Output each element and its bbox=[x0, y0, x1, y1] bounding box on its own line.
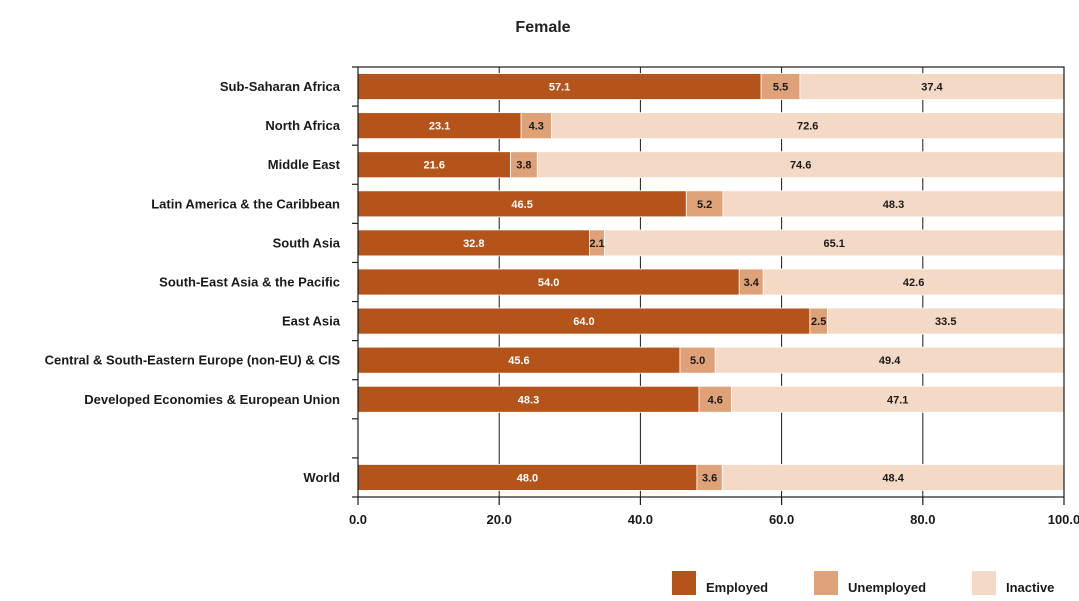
data-label: 5.5 bbox=[773, 82, 788, 94]
bar-employed bbox=[357, 73, 762, 100]
category-labels: Sub-Saharan Africa North Africa Middle Eas… bbox=[45, 79, 341, 485]
category-label: South Asia bbox=[273, 235, 341, 250]
x-tick-label: 0.0 bbox=[349, 512, 367, 527]
bar-unemployed bbox=[760, 73, 801, 100]
data-label: 65.1 bbox=[823, 238, 844, 250]
bar-inactive bbox=[731, 385, 1065, 413]
data-label: 48.3 bbox=[518, 394, 539, 406]
data-label: 23.1 bbox=[429, 121, 450, 133]
bar-unemployed bbox=[738, 268, 764, 296]
category-label: World bbox=[303, 470, 340, 485]
data-label: 46.5 bbox=[511, 199, 532, 211]
category-label: North Africa bbox=[265, 118, 340, 133]
x-tick-label: 20.0 bbox=[487, 512, 512, 527]
category-label: Sub-Saharan Africa bbox=[220, 79, 341, 94]
category-label: Latin America & the Caribbean bbox=[151, 196, 340, 211]
data-label: 48.4 bbox=[882, 472, 904, 484]
data-label: 74.6 bbox=[790, 160, 811, 172]
data-label: 64.0 bbox=[573, 316, 594, 328]
category-label: Middle East bbox=[268, 157, 341, 172]
bar-inactive bbox=[722, 190, 1065, 218]
bar-employed bbox=[357, 464, 698, 491]
legend-swatch-unemployed bbox=[814, 571, 838, 595]
data-label: 5.2 bbox=[697, 199, 712, 211]
legend-label: Employed bbox=[706, 580, 768, 595]
legend-label: Unemployed bbox=[848, 580, 926, 595]
legend-label: Inactive bbox=[1006, 580, 1054, 595]
axes: 0.0 20.0 40.0 60.0 80.0 100.0 bbox=[349, 66, 1079, 527]
bar-unemployed bbox=[679, 346, 716, 374]
bar-inactive bbox=[603, 229, 1065, 257]
data-label: 57.1 bbox=[549, 82, 570, 94]
bars bbox=[357, 73, 1065, 491]
x-tick-label: 40.0 bbox=[628, 512, 653, 527]
bar-inactive bbox=[799, 73, 1065, 100]
bar-unemployed bbox=[698, 385, 732, 413]
data-label: 49.4 bbox=[879, 355, 901, 367]
legend: Employed Unemployed Inactive bbox=[672, 571, 1054, 595]
data-label: 3.4 bbox=[744, 277, 760, 289]
data-label: 45.6 bbox=[508, 355, 529, 367]
category-label: East Asia bbox=[282, 314, 341, 329]
data-label: 4.6 bbox=[708, 394, 723, 406]
bar-employed bbox=[357, 190, 687, 218]
data-label: 33.5 bbox=[935, 316, 956, 328]
bar-inactive bbox=[721, 464, 1065, 491]
bar-employed bbox=[357, 229, 590, 257]
bar-unemployed bbox=[685, 190, 724, 218]
bar-inactive bbox=[536, 151, 1065, 179]
data-label: 3.6 bbox=[702, 472, 717, 484]
category-label: South-East Asia & the Pacific bbox=[159, 275, 340, 290]
data-label: 32.8 bbox=[463, 238, 484, 250]
data-label: 3.8 bbox=[516, 160, 531, 172]
data-label: 21.6 bbox=[424, 160, 445, 172]
x-tick-label: 100.0 bbox=[1048, 512, 1079, 527]
bar-inactive bbox=[762, 268, 1065, 296]
category-label: Developed Economies & European Union bbox=[84, 392, 340, 407]
data-label: 4.3 bbox=[529, 121, 544, 133]
data-label: 48.0 bbox=[517, 472, 538, 484]
data-label: 42.6 bbox=[903, 277, 924, 289]
data-label: 2.1 bbox=[589, 238, 604, 250]
category-label: Central & South-Eastern Europe (non-EU) … bbox=[45, 353, 341, 368]
data-label: 54.0 bbox=[538, 277, 559, 289]
bar-employed bbox=[357, 385, 700, 413]
data-label: 72.6 bbox=[797, 121, 818, 133]
legend-swatch-inactive bbox=[972, 571, 996, 595]
x-tick-label: 80.0 bbox=[910, 512, 935, 527]
data-label: 47.1 bbox=[887, 394, 908, 406]
legend-swatch-employed bbox=[672, 571, 696, 595]
bar-employed bbox=[357, 268, 740, 296]
plot-frame bbox=[357, 66, 1065, 498]
data-label: 5.0 bbox=[690, 355, 705, 367]
data-label: 48.3 bbox=[883, 199, 904, 211]
value-labels: 57.1 5.5 37.4 23.1 4.3 72.6 21.6 3.8 74.6 46.5 5.2… bbox=[424, 82, 957, 485]
bar-inactive bbox=[551, 112, 1065, 140]
data-label: 37.4 bbox=[921, 82, 943, 94]
data-label: 2.5 bbox=[811, 316, 826, 328]
x-tick-label: 60.0 bbox=[769, 512, 794, 527]
bar-inactive bbox=[827, 307, 1065, 335]
bar-unemployed bbox=[696, 464, 723, 491]
chart-title: Female bbox=[515, 19, 570, 36]
